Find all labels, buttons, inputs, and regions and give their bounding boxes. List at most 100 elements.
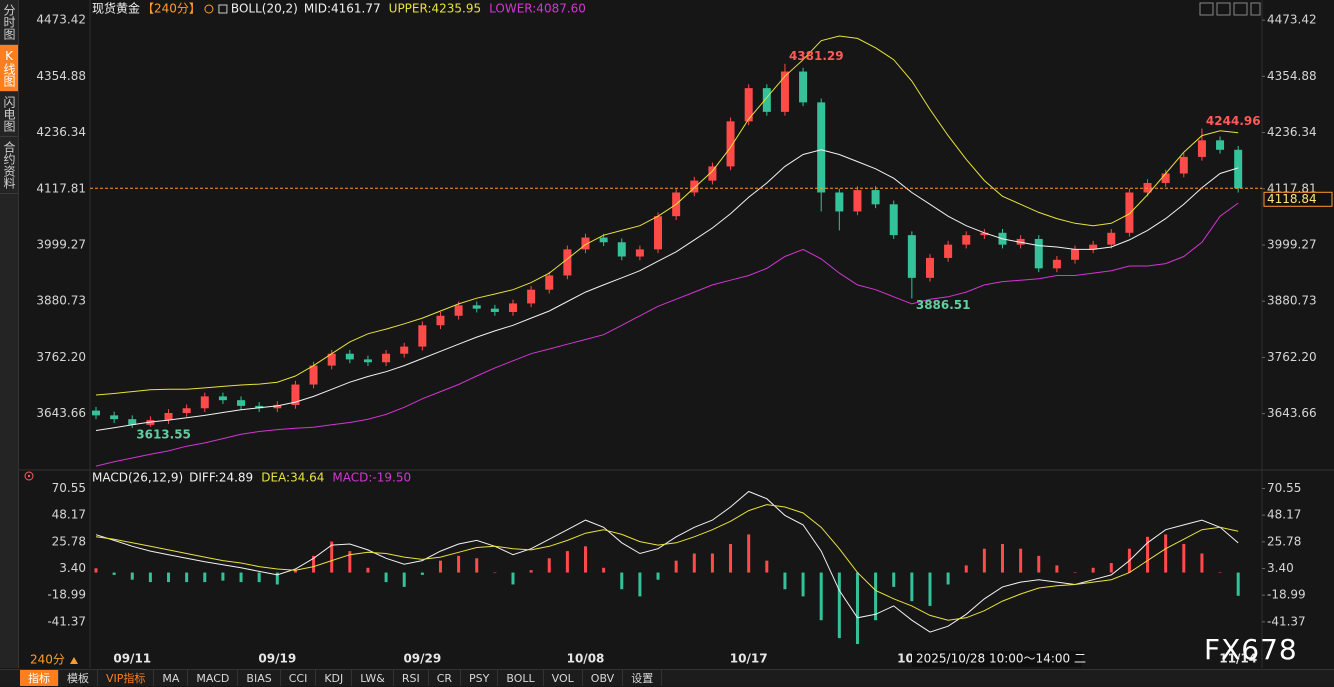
macd-bar [94,568,98,573]
indicator-line [95,202,1239,467]
macd-bar [330,541,334,573]
sidebar-tab[interactable]: K线图 [0,45,18,92]
macd-bar [729,543,733,573]
sidebar-tab[interactable]: 合约资料 [0,137,18,194]
macd-bar [112,572,116,575]
macd-bar [964,565,968,573]
macd-bar [221,572,225,581]
y-tick-label: 3.40 [1267,561,1294,575]
macd-bar [819,572,823,621]
candle-body [980,232,989,236]
macd-bar [1055,565,1059,573]
macd-bar [203,572,207,583]
tooltip-box [912,651,1082,667]
x-tick-label: 10/08 [567,652,605,666]
candle-body [925,257,934,278]
y-tick-label: 3999.27 [1267,237,1317,251]
y-tick-label: -18.99 [1267,588,1306,602]
candle-body [654,216,663,250]
period-label[interactable]: 240分 [30,653,65,667]
macd-bar [420,572,424,575]
toolbar-button[interactable]: OBV [583,670,624,686]
y-tick-label: 4473.42 [1267,13,1317,27]
y-tick-label: 48.17 [1267,508,1301,522]
toolbar-button[interactable]: CR [429,670,462,686]
toolbar-button[interactable]: 设置 [623,670,663,686]
toolbar-button[interactable]: BOLL [498,670,544,686]
icon[interactable] [1216,2,1231,16]
toolbar-button[interactable]: LW& [352,670,394,686]
macd-bar [638,572,642,597]
macd-bar [438,560,442,573]
macd-bar [547,558,551,573]
indicator-icon[interactable] [24,471,34,481]
candle-body [472,305,481,309]
candle-body [200,396,209,409]
candle-body [1052,259,1061,269]
macd-bar [1019,548,1023,573]
candle-body [871,190,880,205]
macd-bar [1146,536,1150,573]
sidebar-tab[interactable]: 分时图 [0,0,18,45]
macd-bar [783,572,787,590]
x-tick-label: 09/19 [258,652,296,666]
toolbar-button[interactable]: RSI [394,670,429,686]
macd-bar [801,572,805,597]
y-tick-label: 4473.42 [36,13,86,27]
icon[interactable] [1199,2,1214,16]
candle-body [599,237,608,243]
macd-bar [257,572,261,583]
candle-body [799,71,808,103]
macd-bar [710,553,714,573]
macd-bar [1109,563,1113,573]
zoom-icon[interactable] [204,4,214,14]
candle-body [1216,140,1225,150]
macd-bar [982,548,986,573]
candle-body [962,235,971,245]
indicator-line [95,35,1239,396]
toolbar-button[interactable]: 模板 [59,670,98,686]
toolbar-button[interactable]: CCI [281,670,317,686]
toolbar-button[interactable]: MACD [188,670,239,686]
candle-body [418,325,427,347]
toolbar-button[interactable]: 指标 [20,670,59,686]
macd-bar [674,560,678,573]
candle-body [762,88,771,112]
toolbar-button[interactable]: MA [154,670,189,686]
toolbar-button[interactable]: VIP指标 [98,670,155,686]
macd-bar [565,551,569,573]
y-tick-label: 4236.34 [36,125,86,139]
toolbar-button[interactable]: VOL [544,670,583,686]
candle-body [92,410,100,416]
toolbar-button[interactable]: KDJ [316,670,353,686]
settings-icon[interactable] [218,4,228,14]
candle-body [1089,244,1098,250]
y-tick-label: 70.55 [52,481,86,495]
macd-bar [765,560,769,573]
x-tick-label: 09/29 [403,652,441,666]
legend-entry: LOWER:4087.60 [489,2,586,16]
candle-body [1197,140,1206,157]
instrument-title: 现货黄金 [92,1,140,16]
sidebar-tab[interactable]: 闪电图 [0,92,18,137]
y-tick-label: 3762.20 [36,350,86,364]
y-tick-label: 48.17 [52,508,86,522]
macd-bar [692,553,696,573]
icon[interactable] [1250,2,1261,16]
toolbar-button[interactable]: PSY [461,670,499,686]
toolbar-button[interactable]: BIAS [238,670,281,686]
macd-bar [493,572,497,574]
candle-body [508,303,517,312]
x-tick-label: 11/14 [1219,652,1257,666]
candle-body [545,275,554,290]
legend-entry: DEA:34.64 [261,471,324,485]
indicator-name: BOLL(20,2) [231,2,298,16]
candle-body [400,346,409,354]
period-arrow[interactable] [70,657,78,664]
macd-bar [747,534,751,573]
candle-body [1034,238,1043,269]
icon[interactable] [1233,2,1248,16]
y-tick-label: 3880.73 [1267,294,1317,308]
